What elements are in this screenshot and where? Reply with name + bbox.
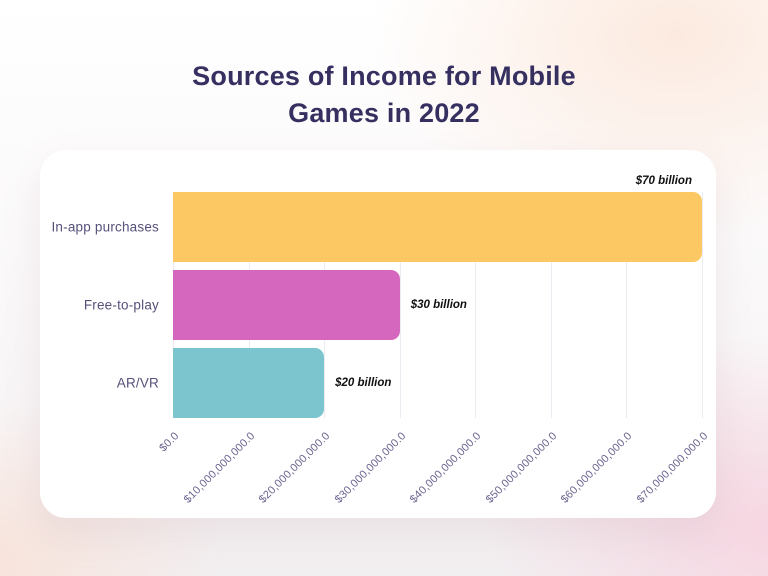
x-tick-label-10-000-000-000-0: $10,000,000,000.0 [181, 430, 258, 506]
bar-free-to-play: $30 billion [173, 270, 467, 340]
gridline-30-000-000-000-0 [399, 192, 401, 418]
gridline-50-000-000-000-0 [550, 192, 552, 418]
value-label-ar-vr: $20 billion [335, 377, 392, 389]
value-label-in-app-purchases: $70 billion [635, 175, 692, 187]
gridline-70-000-000-000-0 [702, 192, 703, 418]
x-tick-label-70-000-000-000-0: $70,000,000,000.0 [634, 430, 711, 506]
plot-area: In-app purchases $70 billion Free-to-play $… [51, 175, 710, 506]
chart-title: Sources of Income for Mobile Games in 20… [192, 61, 576, 129]
x-tick-label-20-000-000-000-0: $20,000,000,000.0 [256, 430, 333, 506]
chart-card: In-app purchases $70 billion Free-to-play $… [40, 150, 716, 518]
x-tick-label-60-000-000-000-0: $60,000,000,000.0 [559, 430, 635, 506]
gridline-40-000-000-000-0 [475, 192, 477, 418]
bar-row-free-to-play: Free-to-play $30 billion [84, 270, 702, 340]
bar-in-app-purchases: $70 billion [173, 175, 702, 262]
x-tick-label-50-000-000-000-0: $50,000,000,000.0 [483, 430, 560, 506]
bar-row-in-app-purchases: In-app purchases $70 billion [51, 175, 702, 262]
bar-ar-vr: $20 billion [173, 348, 391, 418]
x-tick-label-40-000-000-000-0: $40,000,000,000.0 [407, 430, 484, 506]
category-label-ar-vr: AR/VR [116, 375, 159, 391]
x-tick-label-30-000-000-000-0: $30,000,000,000.0 [332, 430, 409, 506]
category-label-in-app-purchases: In-app purchases [51, 219, 159, 235]
gridline-60-000-000-000-0 [626, 192, 628, 418]
x-tick-label-0-0: $0.0 [157, 430, 182, 455]
value-label-free-to-play: $30 billion [410, 299, 467, 311]
bar-row-ar-vr: AR/VR $20 billion [117, 348, 702, 418]
category-label-free-to-play: Free-to-play [83, 297, 159, 313]
